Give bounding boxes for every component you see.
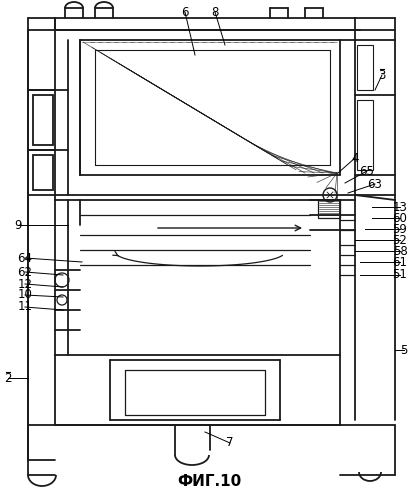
Text: 58: 58 — [393, 245, 408, 257]
Text: 13: 13 — [393, 201, 408, 214]
Text: ФИГ.10: ФИГ.10 — [177, 475, 241, 490]
Text: 62: 62 — [18, 265, 33, 278]
Text: 52: 52 — [393, 234, 408, 247]
Text: 60: 60 — [393, 212, 408, 225]
Text: 5: 5 — [400, 343, 408, 356]
Text: 9: 9 — [14, 219, 22, 232]
Text: 3: 3 — [378, 68, 386, 81]
Text: 51: 51 — [393, 268, 408, 281]
Text: 6: 6 — [181, 5, 189, 18]
Bar — [318, 200, 340, 218]
Text: 12: 12 — [18, 277, 33, 290]
Text: 11: 11 — [18, 300, 33, 313]
Text: 63: 63 — [367, 178, 382, 191]
Text: 2: 2 — [4, 371, 12, 385]
Text: 8: 8 — [212, 5, 219, 18]
Text: 4: 4 — [351, 152, 359, 165]
Bar — [357, 45, 373, 90]
Bar — [33, 95, 53, 145]
Text: 10: 10 — [18, 288, 33, 301]
Text: 61: 61 — [393, 255, 408, 268]
Text: 65: 65 — [359, 165, 375, 178]
Bar — [33, 155, 53, 190]
Text: 7: 7 — [226, 437, 234, 450]
Text: 59: 59 — [393, 223, 408, 236]
Bar — [357, 100, 373, 170]
Text: 64: 64 — [18, 251, 33, 264]
